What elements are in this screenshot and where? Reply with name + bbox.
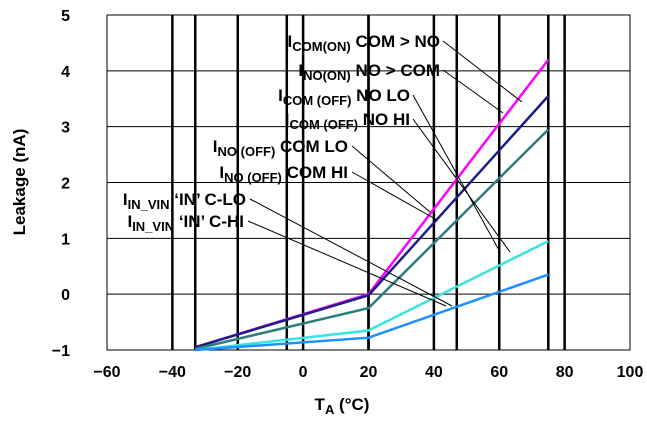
y-tick-label: 4 [61,64,70,81]
leader-line [442,69,504,114]
y-tick-label: 0 [61,287,70,304]
x-tick-label: −40 [159,364,186,381]
leader-line [412,118,511,253]
annotation-label: ICOM (OFF) NO LO [278,86,410,108]
series-line [195,128,550,351]
leader-line [351,145,431,213]
plot-border [106,14,631,351]
x-tick-label: 20 [360,364,378,381]
leader-line [412,94,501,253]
annotation-label: INO (OFF) COM LO [213,137,348,159]
y-tick-label: 1 [61,231,70,248]
x-tick-label: −20 [224,364,251,381]
series-line [195,273,549,352]
annotation-label: INO(ON) NO > COM [298,61,440,83]
x-tick-label: −60 [93,364,120,381]
annotation-label: INO (OFF) COM HI [219,163,348,185]
annotation-label: IIN_VIN ‘IN’ C-LO [123,190,246,212]
x-axis-title: TA (°C) [315,395,370,417]
leader-line [249,198,453,307]
plot-frame [106,14,631,351]
x-tick-label: 100 [617,364,644,381]
x-tick-label: 40 [425,364,443,381]
annotation-label: ICOM (OFF) NO HI [285,110,410,132]
x-tick-label: 0 [299,364,308,381]
annotation-leaders [247,40,523,307]
leader-line [351,171,438,221]
x-tick-label: 60 [490,364,508,381]
leader-line [247,220,447,307]
series-lines [194,58,550,352]
leader-line [442,40,523,103]
y-tick-labels: −1 0 1 2 3 4 5 [52,8,70,360]
y-axis-title: Leakage (nA) [10,129,29,236]
grid [106,14,631,351]
annotation-label: ICOM(ON) COM > NO [288,32,441,54]
series-line [194,95,550,349]
annotation-labels: ICOM(ON) COM > NO INO(ON) NO > COM ICOM (O… [123,32,440,234]
y-tick-label: −1 [52,343,70,360]
series-line [195,239,549,352]
y-tick-label: 2 [61,176,70,193]
annotation-label: IIN_VIN ‘IN’ C-HI [127,212,244,234]
y-tick-label: 5 [61,8,70,25]
x-tick-labels: −60 −40 −20 0 20 40 60 80 100 [93,364,643,381]
x-tick-label: 80 [556,364,574,381]
y-tick-label: 3 [61,120,70,137]
